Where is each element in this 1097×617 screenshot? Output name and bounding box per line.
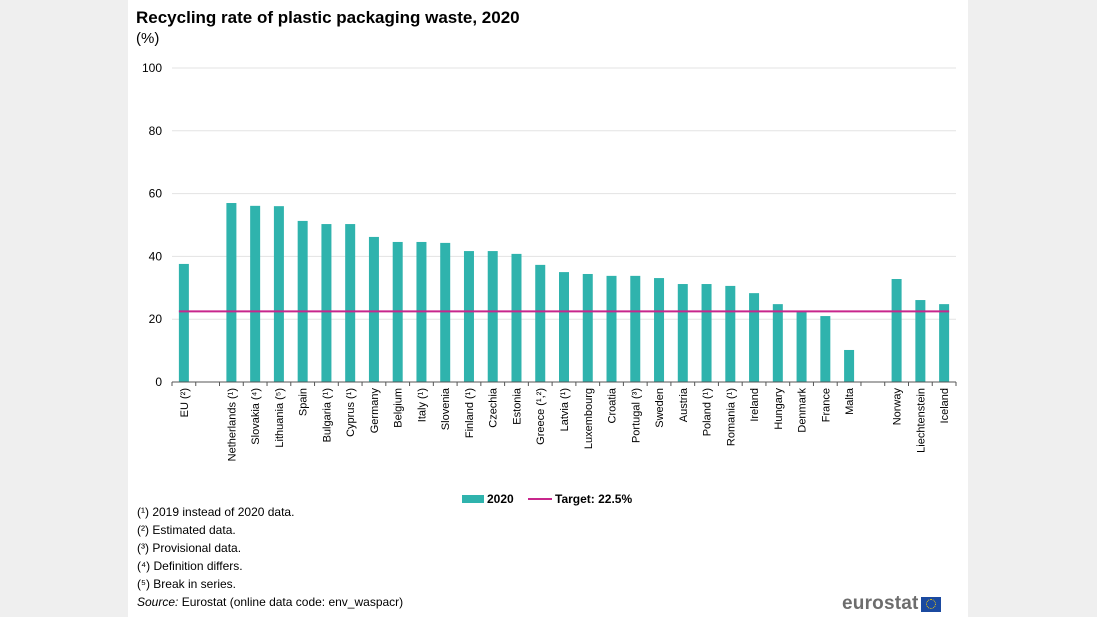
bar-Greece (¹,²) — [535, 264, 546, 382]
x-tick-label: Netherlands (¹) — [226, 388, 238, 461]
y-tick-label: 0 — [155, 375, 162, 389]
bar-Poland (¹) — [701, 284, 712, 382]
bar-Ireland — [749, 293, 760, 382]
y-tick-label: 100 — [142, 61, 162, 75]
source-label: Source: — [137, 595, 179, 609]
bar-Malta — [844, 349, 855, 382]
legend-item-target: Target: 22.5% — [528, 492, 632, 506]
bar-Sweden — [654, 278, 665, 382]
x-tick-label: Sweden — [654, 388, 666, 428]
x-tick-label: Iceland — [939, 388, 951, 423]
bar-Austria — [677, 284, 688, 382]
x-tick-label: Norway — [892, 388, 904, 426]
bar-Portugal (³) — [630, 275, 641, 382]
x-tick-label: Austria — [678, 387, 690, 422]
footnote: (²) Estimated data. — [137, 523, 236, 537]
x-tick-label: Germany — [369, 388, 381, 434]
x-tick-label: Belgium — [393, 388, 405, 428]
y-axis-unit: (%) — [136, 30, 160, 47]
footnote: (⁵) Break in series. — [137, 577, 236, 591]
legend-swatch-bar — [462, 495, 484, 503]
chart-panel — [128, 0, 968, 617]
x-tick-label: Spain — [298, 388, 310, 416]
eurostat-logo: eurostat — [842, 593, 941, 615]
x-tick-label: Bulgaria (¹) — [321, 388, 333, 442]
footnote: (³) Provisional data. — [137, 541, 242, 555]
x-tick-label: EU (²) — [179, 388, 191, 417]
bar-Germany — [368, 236, 379, 382]
bar-Netherlands (¹) — [226, 203, 237, 382]
y-tick-label: 20 — [149, 312, 163, 326]
x-tick-label: Hungary — [773, 388, 785, 430]
x-tick-label: Czechia — [488, 387, 500, 428]
bar-Slovenia — [440, 242, 451, 382]
source-note: Source: Eurostat (online data code: env_… — [137, 595, 403, 609]
bar-Iceland — [939, 304, 950, 382]
x-tick-label: Latvia (¹) — [559, 388, 571, 431]
bar-Luxembourg — [582, 273, 593, 382]
bar-Czechia — [487, 251, 498, 382]
eu-flag-icon — [920, 596, 941, 612]
legend-label: Target: 22.5% — [555, 492, 633, 506]
x-tick-label: Poland (¹) — [702, 388, 714, 436]
x-tick-label: Liechtenstein — [915, 388, 927, 453]
bar-Finland (¹) — [463, 251, 474, 382]
y-tick-label: 60 — [149, 187, 163, 201]
x-tick-label: Finland (¹) — [464, 388, 476, 438]
bar-Latvia (¹) — [559, 272, 569, 382]
x-tick-label: Slovakia (⁴) — [250, 388, 262, 445]
chart-title: Recycling rate of plastic packaging wast… — [136, 8, 520, 27]
x-tick-label: Lithuania (⁵) — [274, 388, 286, 448]
bar-Cyprus (¹) — [345, 224, 356, 382]
x-tick-label: Portugal (³) — [630, 388, 642, 443]
x-tick-label: Romania (¹) — [725, 388, 737, 446]
bar-Liechtenstein — [915, 300, 926, 382]
bar-Estonia — [511, 253, 522, 382]
bar-Lithuania (⁵) — [273, 206, 284, 382]
bar-Denmark — [796, 311, 807, 382]
x-tick-label: Slovenia — [440, 387, 452, 430]
footnote: (⁴) Definition differs. — [137, 559, 243, 573]
bar-Slovakia (⁴) — [250, 205, 261, 382]
legend-item-2020: 2020 — [462, 492, 514, 506]
bar-Norway — [891, 279, 902, 382]
bar-Spain — [297, 220, 308, 382]
bar-France — [820, 316, 831, 382]
bar-EU (²) — [178, 263, 189, 382]
bar-Bulgaria (¹) — [321, 224, 332, 382]
x-tick-label: Denmark — [797, 388, 809, 433]
x-tick-label: Luxembourg — [583, 388, 595, 449]
legend-label: 2020 — [487, 492, 514, 506]
bar-Croatia — [606, 275, 617, 382]
x-tick-label: Ireland — [749, 388, 761, 422]
x-tick-label: Greece (¹,²) — [535, 388, 547, 445]
y-tick-label: 40 — [149, 249, 163, 263]
bar-Hungary — [772, 304, 783, 382]
x-tick-label: Estonia — [511, 387, 523, 425]
x-tick-label: Italy (¹) — [416, 388, 428, 422]
source-text: Eurostat (online data code: env_waspacr) — [178, 595, 404, 609]
y-tick-label: 80 — [149, 124, 163, 138]
x-tick-label: Croatia — [607, 387, 619, 423]
x-tick-label: Cyprus (¹) — [345, 388, 357, 437]
bar-Romania (¹) — [725, 285, 736, 382]
legend-swatch-line — [528, 498, 552, 500]
footnote: (¹) 2019 instead of 2020 data. — [137, 505, 295, 519]
logo-text: eurostat — [842, 593, 919, 614]
x-tick-label: France — [820, 388, 832, 422]
x-tick-label: Malta — [844, 387, 856, 415]
